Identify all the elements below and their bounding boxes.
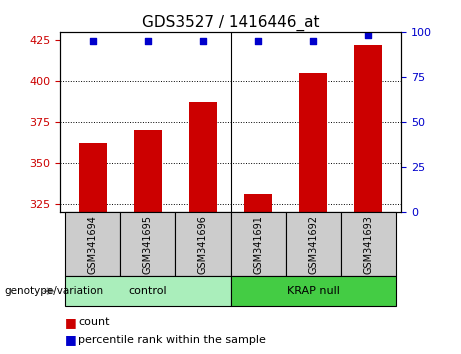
Bar <box>230 276 396 306</box>
Bar <box>120 212 176 276</box>
Bar <box>299 73 327 212</box>
Point <box>144 38 152 44</box>
Text: GSM341692: GSM341692 <box>308 215 318 274</box>
Text: percentile rank within the sample: percentile rank within the sample <box>78 335 266 345</box>
Bar <box>285 212 341 276</box>
Text: GSM341695: GSM341695 <box>143 215 153 274</box>
Bar <box>230 212 285 276</box>
Bar <box>134 130 162 212</box>
Text: GSM341693: GSM341693 <box>363 215 373 274</box>
Text: GSM341696: GSM341696 <box>198 215 208 274</box>
Text: GSM341694: GSM341694 <box>88 215 98 274</box>
Bar <box>176 212 230 276</box>
Bar <box>65 212 120 276</box>
Bar <box>355 45 382 212</box>
Text: ■: ■ <box>65 316 76 329</box>
Text: KRAP null: KRAP null <box>287 286 339 296</box>
Title: GDS3527 / 1416446_at: GDS3527 / 1416446_at <box>142 14 319 30</box>
Text: count: count <box>78 317 110 327</box>
Bar <box>65 276 230 306</box>
Text: genotype/variation: genotype/variation <box>5 286 104 296</box>
Bar <box>79 143 106 212</box>
Bar <box>341 212 396 276</box>
Point <box>309 38 317 44</box>
Point <box>199 38 207 44</box>
Point <box>364 33 372 38</box>
Bar <box>189 102 217 212</box>
Point <box>89 38 97 44</box>
Bar <box>244 194 272 212</box>
Text: control: control <box>129 286 167 296</box>
Text: ■: ■ <box>65 333 76 346</box>
Text: GSM341691: GSM341691 <box>253 215 263 274</box>
Point <box>254 38 262 44</box>
